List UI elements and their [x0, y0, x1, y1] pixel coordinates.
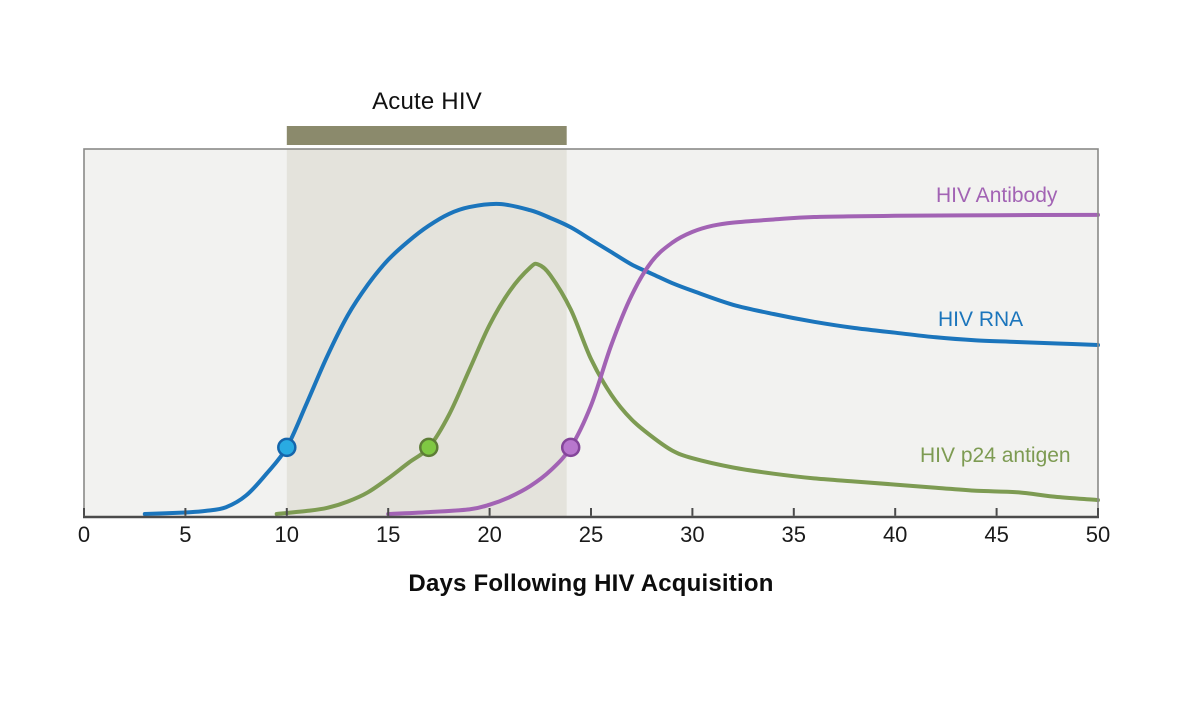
x-tick-label-20: 20: [477, 522, 502, 547]
series-label-hiv-antibody: HIV Antibody: [936, 184, 1058, 207]
curve-hiv-p24-antigen: [274, 261, 1100, 516]
x-tick-label-35: 35: [781, 522, 807, 547]
marker-hiv-p24-antigen: [419, 437, 439, 458]
series-label-hiv-rna: HIV RNA: [938, 308, 1024, 331]
x-tick-label-25: 25: [578, 522, 604, 547]
x-tick-label-10: 10: [274, 522, 300, 547]
x-axis-title: Days Following HIV Acquisition: [408, 570, 774, 597]
x-tick-label-15: 15: [375, 522, 401, 547]
acute-hiv-annotation: Acute HIV: [372, 88, 482, 115]
acute-hiv-bar: [286, 126, 567, 145]
x-tick-label-30: 30: [680, 522, 705, 547]
x-tick-label-45: 45: [984, 522, 1009, 547]
curve-hiv-antibody: [386, 212, 1100, 516]
x-tick-label-40: 40: [882, 522, 908, 547]
marker-hiv-antibody: [560, 437, 581, 458]
x-tick-label-0: 0: [77, 522, 91, 547]
acute-hiv-shaded-region: [286, 149, 567, 517]
x-tick-label-5: 5: [179, 522, 192, 547]
marker-hiv-rna: [277, 437, 297, 458]
series-label-hiv-p24: HIV p24 antigen: [920, 444, 1071, 467]
plot-background: [84, 149, 1098, 517]
x-tick-label-50: 50: [1085, 522, 1111, 547]
